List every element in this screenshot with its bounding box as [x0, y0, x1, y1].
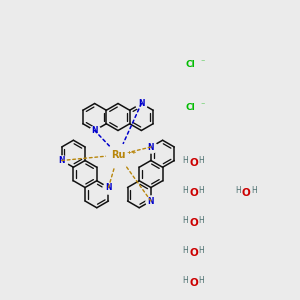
Text: Cl: Cl: [186, 60, 195, 69]
Text: N: N: [92, 126, 98, 135]
Text: ⁻: ⁻: [200, 57, 205, 66]
Text: H: H: [235, 186, 241, 195]
Text: H: H: [183, 156, 188, 165]
Text: N: N: [138, 99, 145, 108]
Text: H: H: [199, 156, 204, 165]
Text: O: O: [189, 158, 198, 169]
Text: Ru: Ru: [111, 150, 125, 160]
Text: H: H: [199, 186, 204, 195]
Text: N: N: [148, 142, 154, 152]
Text: N: N: [148, 196, 154, 206]
Text: H: H: [199, 276, 204, 285]
Text: N: N: [58, 156, 65, 165]
Text: H: H: [199, 216, 204, 225]
Text: H: H: [199, 246, 204, 255]
Text: O: O: [242, 188, 250, 199]
Text: H: H: [183, 246, 188, 255]
Text: H: H: [251, 186, 257, 195]
Text: O: O: [189, 218, 198, 229]
Text: H: H: [183, 186, 188, 195]
Text: H: H: [183, 276, 188, 285]
Text: ⁻: ⁻: [200, 100, 205, 109]
Text: H: H: [183, 216, 188, 225]
Text: O: O: [189, 188, 198, 199]
Text: N: N: [105, 183, 112, 192]
Text: ++: ++: [126, 151, 136, 155]
Text: O: O: [189, 248, 198, 259]
Text: Cl: Cl: [186, 103, 195, 112]
Text: O: O: [189, 278, 198, 289]
